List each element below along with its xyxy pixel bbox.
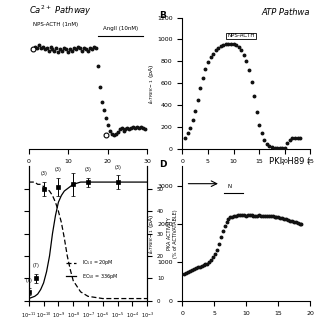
- X-axis label: TIME (min): TIME (min): [69, 169, 107, 176]
- Text: B: B: [159, 11, 166, 20]
- Text: NPS-ACTH (1nM): NPS-ACTH (1nM): [33, 22, 78, 27]
- Y-axis label: $\mathit{I}_{bTREK-1}$ (pA): $\mathit{I}_{bTREK-1}$ (pA): [147, 213, 156, 254]
- Text: D: D: [159, 160, 167, 169]
- Text: ATP Pathwa: ATP Pathwa: [262, 8, 310, 17]
- Text: $Ca^{2+}$ Pathway: $Ca^{2+}$ Pathway: [29, 3, 92, 18]
- Text: (3): (3): [114, 165, 121, 170]
- Text: (7): (7): [25, 278, 32, 283]
- X-axis label: TIME (mi: TIME (mi: [231, 169, 261, 176]
- Y-axis label: PKA ACTIVITY
(% of ACTIVATABLE): PKA ACTIVITY (% of ACTIVATABLE): [167, 209, 178, 258]
- Text: AngII (10nM): AngII (10nM): [103, 27, 138, 31]
- Text: EC$_{50}$ = 336pM: EC$_{50}$ = 336pM: [79, 272, 119, 281]
- Text: (3): (3): [84, 167, 92, 172]
- Text: N: N: [227, 184, 231, 189]
- Text: NPS-ACTH: NPS-ACTH: [227, 33, 255, 38]
- Text: IC$_{50}$ = 20pM: IC$_{50}$ = 20pM: [79, 258, 114, 267]
- Y-axis label: $\mathit{I}_{bTREK-1}$ (pA): $\mathit{I}_{bTREK-1}$ (pA): [147, 63, 156, 104]
- Text: (3): (3): [55, 167, 62, 172]
- Text: (3): (3): [40, 172, 47, 176]
- Text: (7): (7): [33, 263, 40, 268]
- Text: PKI, H89 (: PKI, H89 (: [269, 156, 310, 166]
